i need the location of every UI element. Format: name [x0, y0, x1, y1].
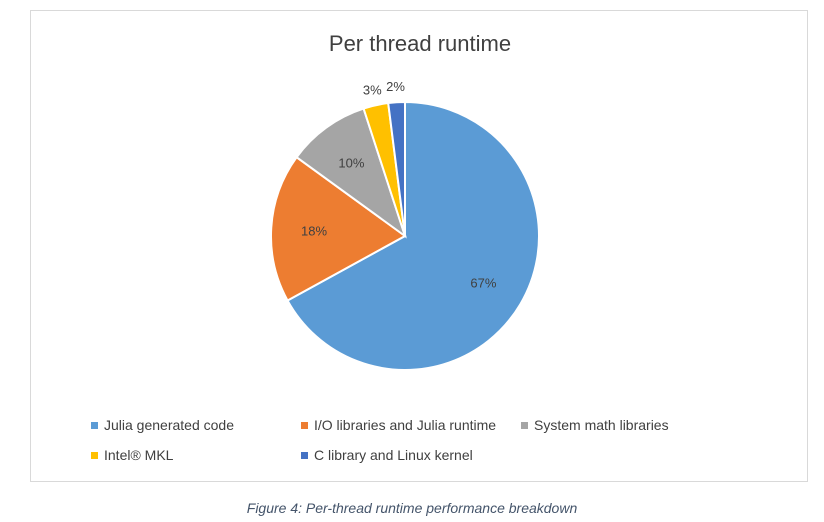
chart-area: Per thread runtime 67% 18% 10% 3% 2% Julia g…	[30, 10, 808, 482]
data-label-1: 67%	[470, 275, 496, 290]
legend: Julia generated code I/O libraries and Ju…	[91, 417, 791, 477]
pie-slice-1	[286, 100, 540, 371]
legend-label: I/O libraries and Julia runtime	[314, 417, 497, 433]
legend-swatch	[91, 421, 98, 429]
legend-label: C library and Linux kernel	[314, 447, 473, 463]
legend-swatch	[521, 421, 528, 429]
legend-label: Julia generated code	[104, 417, 234, 433]
pie-slice-5	[387, 100, 406, 237]
legend-swatch	[301, 451, 308, 459]
legend-item: I/O libraries and Julia runtime	[301, 417, 496, 433]
pie-slice-3	[295, 107, 407, 239]
pie-slice-2	[270, 155, 407, 302]
legend-label: Intel® MKL	[104, 447, 174, 463]
legend-row: Julia generated code I/O libraries and Ju…	[91, 417, 791, 447]
legend-item: System math libraries	[521, 417, 669, 433]
data-label-4: 3%	[363, 83, 382, 98]
legend-swatch	[301, 421, 308, 429]
legend-swatch	[91, 451, 98, 459]
figure-caption: Figure 4: Per-thread runtime performance…	[246, 500, 578, 516]
chart-title: Per thread runtime	[328, 31, 512, 56]
pie-chart: 67% 18% 10% 3% 2%	[270, 79, 540, 371]
legend-row: Intel® MKL C library and Linux kernel	[91, 447, 791, 477]
legend-item: C library and Linux kernel	[301, 447, 473, 463]
data-label-2: 18%	[301, 223, 327, 238]
legend-item: Intel® MKL	[91, 447, 173, 463]
data-label-3: 10%	[338, 155, 364, 170]
data-label-5: 2%	[386, 79, 405, 94]
legend-label: System math libraries	[534, 417, 669, 433]
legend-item: Julia generated code	[91, 417, 234, 433]
